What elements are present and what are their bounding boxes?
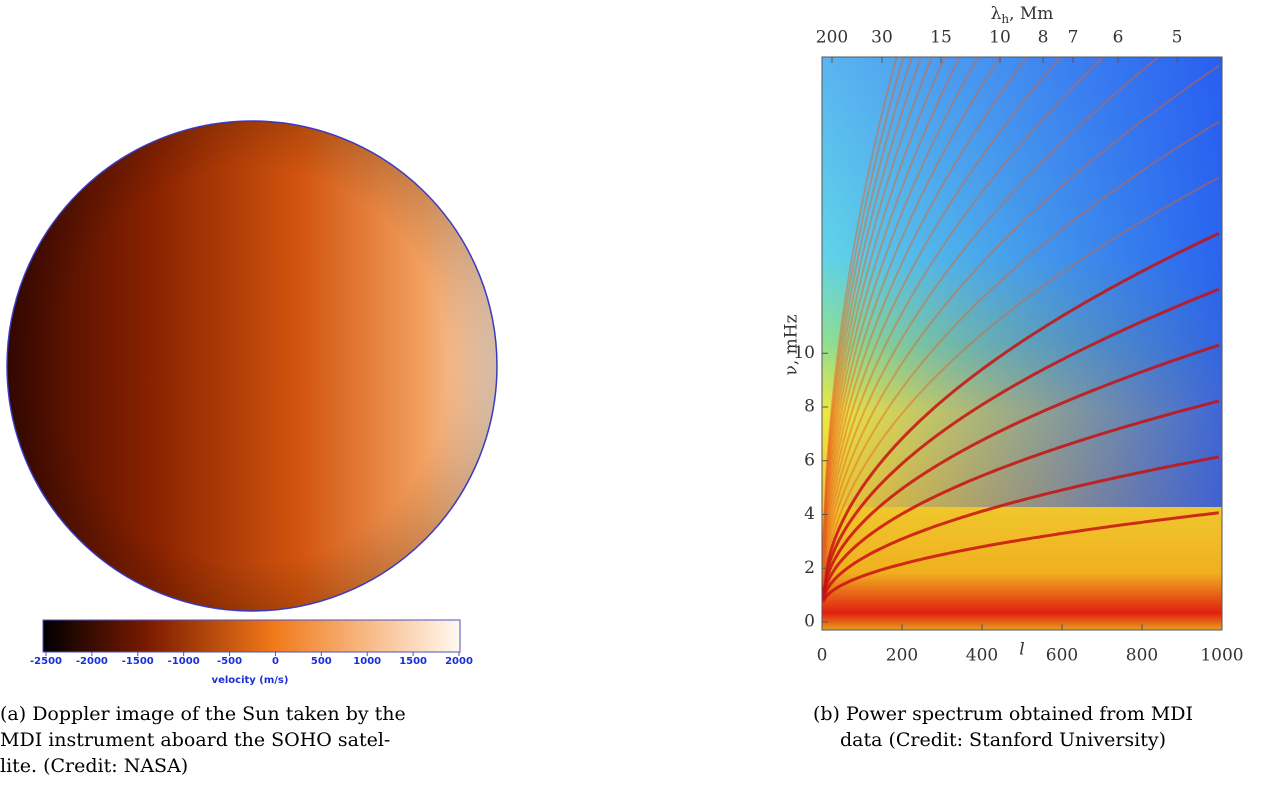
top-label: λh, Mm — [991, 4, 1054, 26]
ridge — [822, 57, 980, 567]
top-tick-label: 15 — [930, 28, 952, 48]
colorbar-tick: 1500 — [399, 656, 427, 667]
colorbar-tick: -1500 — [122, 656, 154, 667]
caption-line: MDI instrument aboard the SOHO satel- — [0, 729, 390, 751]
ridge — [822, 287, 1220, 592]
ridge — [822, 57, 1161, 580]
colorbar-tick: -2500 — [30, 656, 62, 667]
top-tick-label: 6 — [1113, 28, 1124, 48]
ridge — [822, 64, 1220, 582]
x-tick-label: 200 — [886, 646, 918, 666]
colorbar — [42, 619, 461, 653]
top-tick-label: 30 — [871, 28, 893, 48]
ridge — [822, 57, 962, 565]
ridge — [822, 455, 1220, 600]
ridge — [822, 57, 946, 562]
ridge — [822, 176, 1220, 587]
colorbar-tick: 0 — [272, 656, 279, 667]
sun-limb — [7, 121, 497, 611]
x-label: l — [1019, 640, 1024, 660]
x-tick-label: 1000 — [1200, 646, 1243, 666]
top-tick-label: 10 — [989, 28, 1011, 48]
colorbar-tick: 2000 — [445, 656, 473, 667]
caption-line: data (Credit: Stanford University) — [840, 729, 1166, 751]
ridge — [822, 57, 898, 550]
y-tick-label: 10 — [793, 343, 815, 363]
ridge — [822, 120, 1220, 585]
colorbar-tick: -2000 — [76, 656, 108, 667]
y-tick-label: 4 — [804, 504, 815, 524]
top-tick-label: 7 — [1068, 28, 1079, 48]
ridge — [822, 57, 1105, 577]
x-tick-label: 600 — [1046, 646, 1078, 666]
x-tick-label: 0 — [817, 646, 828, 666]
colorbar-tick: 500 — [311, 656, 332, 667]
ridge — [822, 57, 1002, 570]
top-tick-label: 8 — [1038, 28, 1049, 48]
ridge — [822, 57, 1029, 572]
caption-line: (b) Power spectrum obtained from MDI — [813, 703, 1193, 725]
colorbar-tick: -1000 — [168, 656, 200, 667]
ridge — [822, 232, 1220, 590]
ridge — [822, 57, 923, 557]
ridge — [822, 399, 1220, 598]
ridge — [822, 57, 1063, 575]
y-tick-label: 2 — [804, 558, 815, 578]
top-tick-label: 200 — [816, 28, 848, 48]
y-label: ν, mHz — [782, 314, 802, 375]
ridge — [822, 343, 1220, 595]
plot-frame — [821, 56, 1223, 631]
caption-line: lite. (Credit: NASA) — [0, 755, 188, 777]
ridge — [822, 511, 1219, 603]
top-tick-label: 5 — [1172, 28, 1183, 48]
ridge — [822, 57, 905, 552]
x-tick-label: 400 — [966, 646, 998, 666]
colorbar-label: velocity (m/s) — [212, 675, 289, 686]
ridge — [822, 57, 934, 560]
colorbar-tick: -500 — [217, 656, 242, 667]
power-spectrum — [822, 57, 1222, 630]
y-tick-label: 8 — [804, 397, 815, 417]
ridge — [822, 57, 913, 555]
x-tick-label: 800 — [1126, 646, 1158, 666]
y-tick-label: 6 — [804, 450, 815, 470]
caption-line: (a) Doppler image of the Sun taken by th… — [0, 703, 406, 725]
y-tick-label: 0 — [804, 612, 815, 632]
colorbar-tick: 1000 — [353, 656, 381, 667]
